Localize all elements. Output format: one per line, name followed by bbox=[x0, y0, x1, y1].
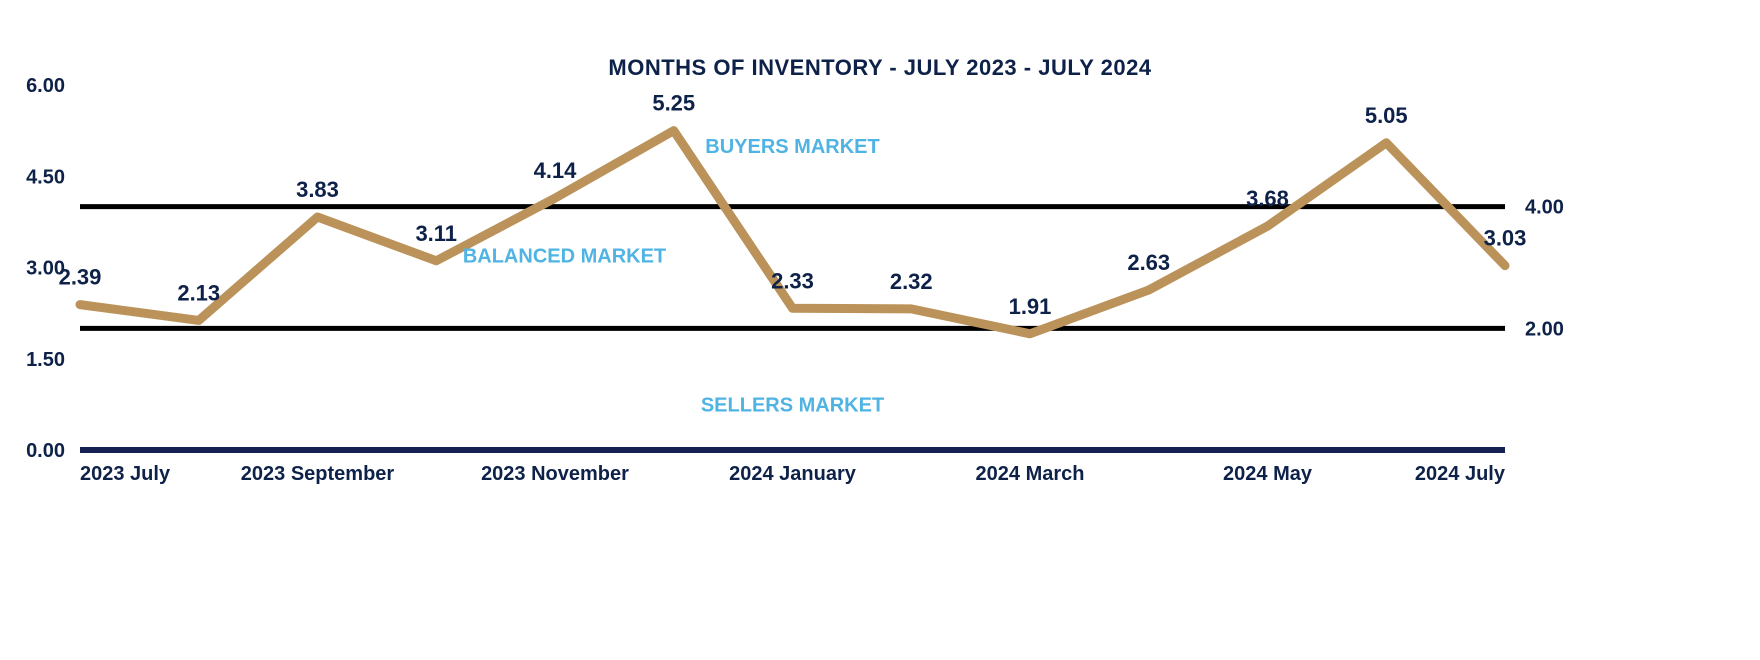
inventory-chart: MONTHS OF INVENTORY - JULY 2023 - JULY 2… bbox=[0, 0, 1760, 660]
data-point-label: 2.13 bbox=[177, 280, 220, 305]
x-tick-label: 2024 July bbox=[1415, 463, 1506, 485]
x-tick-label: 2024 May bbox=[1223, 463, 1313, 485]
data-point-label: 5.25 bbox=[652, 91, 695, 116]
data-point-label: 3.83 bbox=[296, 177, 339, 202]
data-point-label: 1.91 bbox=[1009, 294, 1052, 319]
y-tick-label: 1.50 bbox=[26, 349, 65, 371]
data-point-label: 3.11 bbox=[415, 221, 457, 246]
y-tick-label: 4.50 bbox=[26, 166, 65, 188]
data-point-label: 3.68 bbox=[1246, 186, 1289, 211]
data-point-label: 2.63 bbox=[1127, 250, 1170, 275]
x-tick-label: 2023 September bbox=[241, 463, 395, 485]
data-point-label: 5.05 bbox=[1365, 103, 1408, 128]
x-tick-label: 2023 November bbox=[481, 463, 629, 485]
zone-label: BUYERS MARKET bbox=[705, 136, 879, 158]
x-tick-label: 2024 March bbox=[976, 463, 1085, 485]
y-tick-label: 6.00 bbox=[26, 75, 65, 97]
zone-label: BALANCED MARKET bbox=[463, 245, 666, 267]
data-point-label: 2.33 bbox=[771, 268, 814, 293]
data-point-label: 2.32 bbox=[890, 269, 933, 294]
x-tick-label: 2024 January bbox=[729, 463, 857, 485]
threshold-label: 4.00 bbox=[1525, 197, 1564, 219]
threshold-label: 2.00 bbox=[1525, 318, 1564, 340]
data-point-label: 3.03 bbox=[1484, 226, 1527, 251]
zone-label: SELLERS MARKET bbox=[701, 394, 884, 416]
chart-svg: 0.001.503.004.506.002.004.002.392.133.83… bbox=[0, 0, 1760, 660]
series-line bbox=[80, 131, 1505, 334]
data-point-label: 4.14 bbox=[534, 158, 578, 183]
data-point-label: 2.39 bbox=[59, 265, 102, 290]
y-tick-label: 0.00 bbox=[26, 440, 65, 462]
x-tick-label: 2023 July bbox=[80, 463, 171, 485]
